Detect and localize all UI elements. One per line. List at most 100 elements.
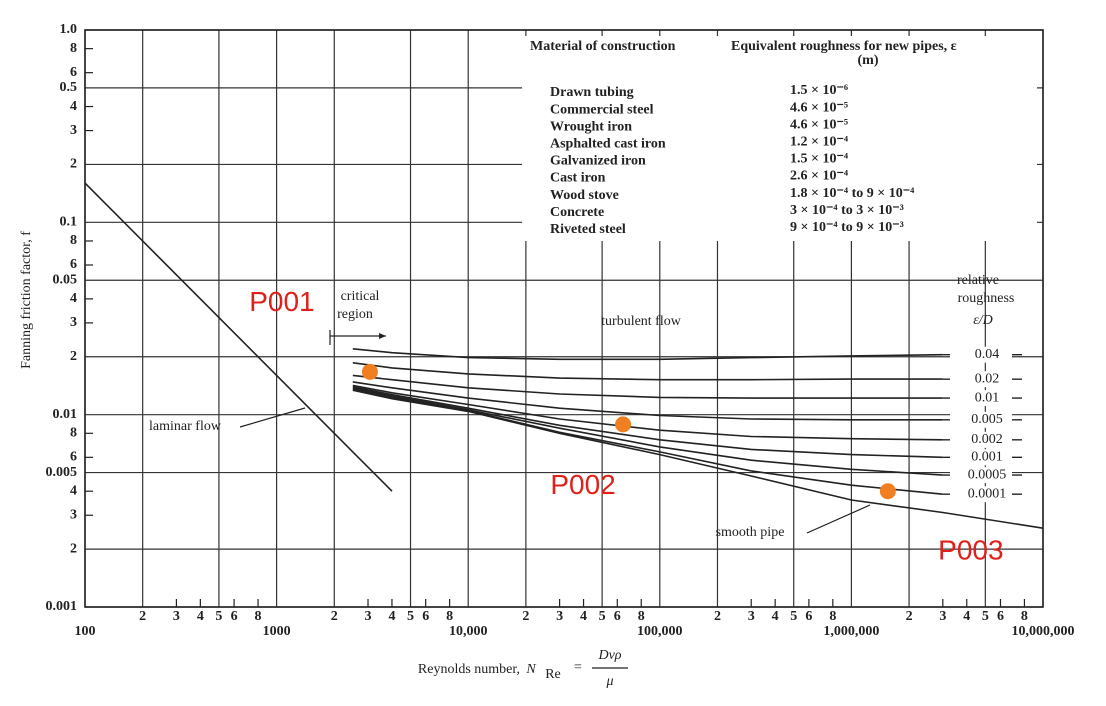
table-cell: Riveted steel (550, 222, 626, 237)
x-tick-label: 2 (714, 609, 721, 624)
x-label-equals: = (574, 660, 582, 675)
table-cell: 4.6 × 10⁻⁵ (790, 117, 848, 132)
annotation: region (337, 307, 373, 322)
y-tick-label: 0.1 (60, 215, 78, 230)
table-cell: 1.5 × 10⁻⁶ (790, 83, 848, 98)
x-tick-label: 4 (388, 609, 395, 624)
table-header: Equivalent roughness for new pipes, ε (731, 39, 957, 54)
y-tick-label: 4 (70, 291, 77, 306)
table-cell: Cast iron (550, 171, 606, 186)
table-cell: 4.6 × 10⁻⁵ (790, 100, 848, 115)
label-bg (950, 390, 1012, 407)
x-tick-label: 4 (580, 609, 587, 624)
x-tick-label: 5 (982, 609, 989, 624)
table-header: Material of construction (530, 39, 676, 54)
x-axis-label: Reynolds number, N Re = Dvρ μ (418, 648, 628, 689)
x-tick-label: 8 (829, 609, 836, 624)
leader-line (806, 504, 871, 534)
series-line (352, 387, 943, 476)
label-bg (950, 431, 1012, 448)
x-tick-label: 6 (231, 609, 238, 624)
x-label-symbol: N (525, 662, 536, 677)
table-cell: Drawn tubing (550, 85, 634, 100)
y-tick-label: 6 (70, 257, 77, 272)
x-tick-label: 6 (422, 609, 429, 624)
x-tick-label: 4 (963, 609, 970, 624)
x-tick-label: 100,000 (637, 624, 683, 639)
x-tick-label: 5 (407, 609, 414, 624)
series-label: 0.01 (975, 390, 1000, 405)
series-label: 0.04 (975, 347, 1000, 362)
x-tick-label: 10,000 (449, 624, 488, 639)
y-tick-label: 6 (70, 65, 77, 80)
series-label: laminar flow (149, 419, 222, 434)
x-tick-label: 2 (906, 609, 913, 624)
x-tick-label: 5 (599, 609, 606, 624)
x-label-text: Reynolds number, (418, 662, 520, 677)
label-bg (950, 346, 1012, 363)
table-cell: Commercial steel (550, 102, 654, 117)
table-cell: 1.2 × 10⁻⁴ (790, 135, 849, 150)
x-tick-label: 3 (556, 609, 563, 624)
label-bg (950, 467, 1012, 484)
series-line (352, 389, 1044, 529)
x-tick-label: 2 (522, 609, 529, 624)
x-tick-label: 2 (139, 609, 146, 624)
y-tick-label: 4 (70, 99, 77, 114)
y-tick-label: 0.01 (53, 407, 78, 422)
table-cell: 2.6 × 10⁻⁴ (790, 169, 849, 184)
y-tick-label: 6 (70, 450, 77, 465)
x-tick-label: 3 (173, 609, 180, 624)
annotation: critical (341, 289, 380, 304)
x-tick-label: 1,000,000 (823, 624, 879, 639)
series-label: 0.001 (971, 450, 1003, 465)
point-marker (615, 416, 632, 433)
y-tick-label: 3 (70, 315, 77, 330)
series-line (352, 348, 943, 361)
x-tick-label: 8 (638, 609, 645, 624)
x-tick-label: 6 (997, 609, 1004, 624)
series-label: 0.005 (971, 412, 1003, 427)
plot-frame (84, 29, 1044, 608)
x-tick-label: 100 (75, 624, 96, 639)
y-tick-label: 0.05 (53, 272, 78, 287)
x-tick-label: 10,000,000 (1012, 624, 1075, 639)
table-header: (m) (858, 53, 879, 68)
annotation: relative (957, 273, 999, 288)
table-cell: Asphalted cast iron (550, 137, 666, 152)
series-line (352, 385, 943, 459)
y-tick-label: 8 (70, 233, 77, 248)
x-tick-label: 4 (772, 609, 779, 624)
x-tick-label: 8 (446, 609, 453, 624)
y-tick-label: 2 (70, 157, 77, 172)
label-bg (950, 411, 1012, 428)
y-axis-label: Fanning friction factor, f (19, 231, 34, 369)
table-cell: Galvanized iron (550, 154, 646, 169)
x-tick-label: 8 (255, 609, 262, 624)
point-label: P002 (550, 469, 615, 500)
series-line (352, 384, 943, 441)
x-tick-label: 3 (748, 609, 755, 624)
y-tick-label: 0.001 (46, 599, 78, 614)
table-cell: 3 × 10⁻⁴ to 3 × 10⁻³ (790, 203, 904, 218)
y-tick-label: 2 (70, 541, 77, 556)
point-label: P001 (249, 286, 314, 317)
table-background (522, 36, 1037, 241)
table-cell: 1.5 × 10⁻⁴ (790, 152, 849, 167)
annotation: roughness (958, 291, 1015, 306)
y-tick-label: 0.005 (46, 465, 78, 480)
y-tick-label: 3 (70, 507, 77, 522)
y-tick-label: 4 (70, 483, 77, 498)
series-label: smooth pipe (716, 525, 785, 540)
annotation: turbulent flow (601, 314, 682, 329)
x-tick-label: 6 (805, 609, 812, 624)
label-bg (950, 449, 1012, 466)
x-label-subscript: Re (545, 667, 561, 682)
y-tick-label: 0.5 (60, 80, 78, 95)
table-cell: Concrete (550, 205, 604, 220)
x-tick-label: 4 (197, 609, 204, 624)
series-line (352, 374, 943, 399)
series-label: 0.02 (975, 371, 1000, 386)
series-label: 0.002 (971, 432, 1003, 447)
